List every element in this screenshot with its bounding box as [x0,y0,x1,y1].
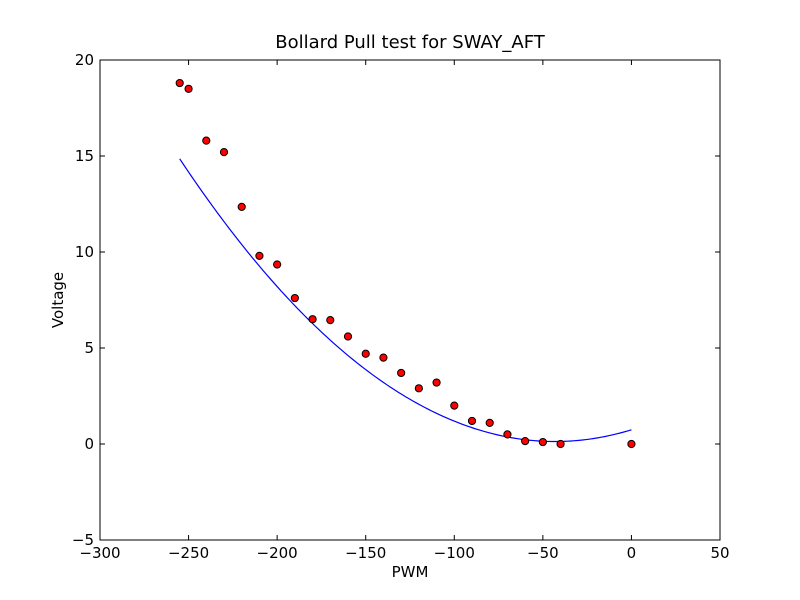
axes-frame [99,59,721,541]
data-point [290,293,299,303]
data-point [503,430,512,439]
y-tick-label: 10 [75,243,94,261]
data-point [219,148,229,157]
data-point [397,368,406,378]
data-point [273,260,282,269]
data-point [175,78,184,88]
data-point [467,416,477,426]
x-tick-label: −100 [434,544,475,562]
data-point [432,378,441,387]
data-point [184,84,193,93]
x-tick-label: −50 [527,544,559,562]
x-axis-label: PWM [392,563,429,581]
data-point [202,136,211,145]
x-tick-label: −300 [79,544,120,562]
data-point [361,349,370,358]
y-tick-label: 15 [75,147,94,165]
y-tick-label: 5 [84,339,94,357]
fit-curve-line [179,158,632,443]
data-point [343,332,353,341]
x-tick-label: −150 [345,544,386,562]
y-axis-label: Voltage [49,272,67,328]
data-point [237,202,246,211]
x-tick-label: −200 [257,544,298,562]
data-point [556,439,565,449]
data-point [521,437,530,446]
data-point [485,418,494,427]
y-tick-label: 0 [84,435,94,453]
data-point [308,315,317,324]
data-point [326,316,335,325]
chart-title: Bollard Pull test for SWAY_AFT [275,32,546,53]
data-point [627,439,636,449]
x-tick-label: −250 [168,544,209,562]
plot-layer [175,78,636,449]
x-tick-label: 0 [627,544,637,562]
data-point [450,401,459,410]
data-point [255,251,264,260]
y-tick-label: −5 [72,531,94,549]
data-point [379,353,388,362]
y-tick-label: 20 [75,51,94,69]
data-point [538,437,547,447]
data-point [414,384,423,393]
x-tick-label: 50 [710,544,729,562]
